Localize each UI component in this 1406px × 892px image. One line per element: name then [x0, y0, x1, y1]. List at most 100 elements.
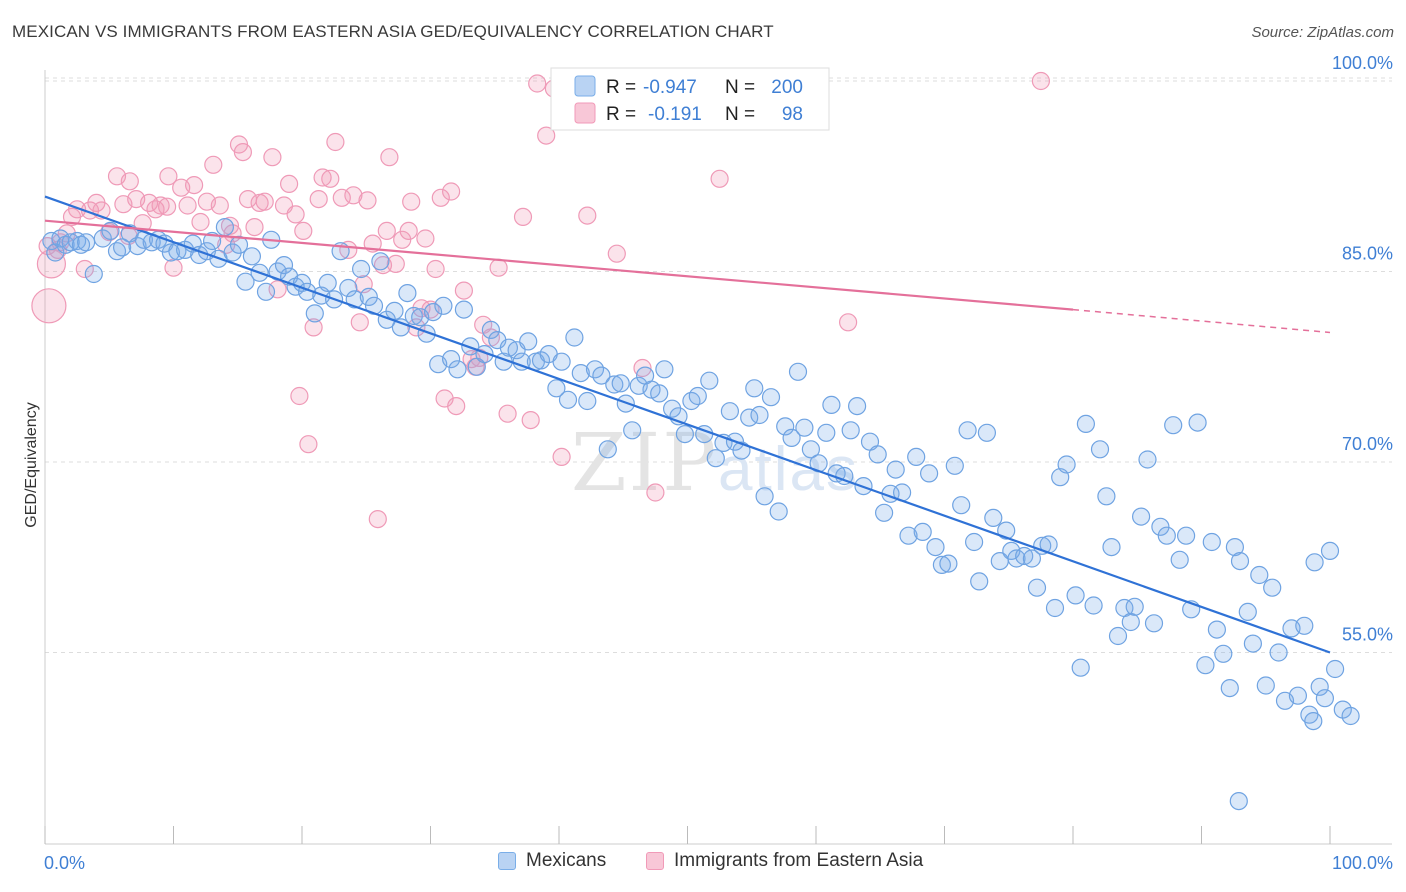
watermark: ZIPatlas	[571, 416, 859, 509]
mexicans-point	[939, 554, 958, 573]
trend-lines	[44, 195, 1331, 654]
mexicans-point	[1102, 537, 1121, 557]
mexicans-point	[519, 332, 538, 351]
eastern-asia-point	[416, 229, 435, 248]
eastern-asia-point	[268, 280, 287, 299]
eastern-asia-point	[294, 221, 313, 240]
eastern-asia-point	[646, 483, 665, 502]
mexicans-point	[1229, 791, 1248, 811]
mexicans-point	[745, 379, 764, 398]
eastern-asia-point	[151, 196, 170, 215]
mexicans-point	[565, 328, 584, 347]
mexicans-point	[1164, 416, 1183, 435]
mexicans-point	[398, 284, 417, 303]
y-tick-labels: 55.0% 70.0% 85.0% 100.0%	[1332, 53, 1393, 645]
eastern-asia-point	[607, 244, 626, 263]
eastern-asia-point	[280, 174, 299, 193]
mexicans-point	[1033, 536, 1052, 555]
eastern-asia-point	[304, 318, 323, 337]
eastern-asia-point	[233, 143, 252, 162]
mexicans-point	[385, 301, 404, 320]
mexicans-point	[841, 421, 860, 440]
mexicans-point	[1310, 677, 1329, 696]
eastern-asia-point	[344, 186, 363, 205]
eastern-asia-point	[321, 169, 340, 188]
watermark-zip: ZIP	[571, 416, 718, 509]
mexicans-point	[558, 390, 578, 409]
legend-item-eastern-asia: Immigrants from Eastern Asia	[646, 850, 923, 872]
mexicans-point	[371, 252, 390, 271]
eastern-asia-point	[245, 218, 264, 237]
eastern-asia-point	[191, 212, 210, 232]
mexicans-point	[817, 423, 836, 442]
mexicans-point	[1084, 596, 1103, 615]
mexicans-point	[964, 532, 984, 552]
legend-label-eastern-asia: Immigrants from Eastern Asia	[674, 850, 924, 871]
y-axis-label: GED/Equivalency	[23, 402, 40, 527]
mexicans-point	[822, 395, 841, 414]
eastern-asia-point	[447, 397, 466, 416]
eastern-asia-point	[158, 197, 177, 216]
eastern-asia-point	[537, 126, 556, 145]
mexicans-point	[112, 238, 132, 257]
mexicans-point	[404, 306, 423, 326]
mexicans-point	[1027, 578, 1047, 597]
mexicans-point	[1076, 414, 1096, 433]
mexicans-point	[46, 243, 65, 262]
mexicans-point	[215, 218, 234, 237]
chart-title: MEXICAN VS IMMIGRANTS FROM EASTERN ASIA …	[12, 22, 774, 41]
x-tick-label-end: 100.0%	[1332, 853, 1393, 873]
mexicans-point	[907, 447, 926, 466]
mexicans-point	[203, 231, 222, 251]
mexicans-point	[706, 449, 725, 468]
mexicans-point	[688, 386, 707, 406]
eastern-asia-trend-extension	[1072, 308, 1331, 334]
eastern-asia-point	[578, 206, 597, 225]
eastern-asia-point	[31, 288, 67, 324]
eastern-asia-point	[399, 221, 418, 240]
mexicans-point	[352, 259, 371, 279]
mexicans-point	[1202, 532, 1221, 552]
mexicans-point	[662, 399, 682, 418]
mexicans-point	[256, 282, 276, 301]
mexicans-point	[1305, 553, 1324, 572]
eastern-asia-point	[204, 155, 223, 174]
mexicans-point	[1243, 634, 1263, 653]
mexicans-point	[481, 320, 500, 339]
legend-n-value-1: 200	[771, 77, 803, 98]
mexicans-point	[318, 273, 337, 292]
mexicans-point	[1151, 517, 1170, 536]
mexicans-point	[1207, 620, 1227, 639]
mexicans-point	[274, 256, 294, 275]
mexicans-point	[886, 460, 905, 479]
eastern-asia-point	[286, 205, 305, 224]
mexicans-point	[242, 247, 261, 266]
legend-n-label-2: N =	[725, 104, 755, 125]
eastern-asia-point	[313, 168, 332, 187]
mexicans-point	[71, 235, 91, 254]
watermark-atlas: atlas	[718, 435, 859, 504]
eastern-asia-point	[120, 172, 139, 191]
eastern-asia-point	[75, 259, 94, 279]
eastern-asia-point	[393, 230, 412, 249]
mexicans-point	[1170, 550, 1189, 569]
eastern-asia-point	[210, 196, 229, 215]
mexicans-point	[655, 360, 674, 379]
eastern-asia-point	[1031, 71, 1051, 91]
legend-item-mexicans: Mexicans	[498, 850, 606, 872]
mexicans-point	[755, 487, 774, 506]
eastern-asia-point	[255, 192, 274, 211]
mexicans-point	[1188, 413, 1207, 432]
eastern-asia-point	[710, 169, 729, 188]
legend-swatch-pink	[574, 102, 596, 124]
mexicans-point	[236, 272, 255, 291]
source-label: Source: ZipAtlas.com	[1251, 24, 1394, 41]
x-tick-labels: 0.0% 100.0%	[44, 853, 1393, 873]
mexicans-point	[952, 496, 971, 515]
mexicans-point	[1071, 658, 1090, 677]
mexicans-point	[578, 391, 597, 411]
eastern-asia-point	[358, 191, 377, 210]
eastern-asia-point	[402, 192, 421, 211]
mexicans-point	[592, 366, 611, 385]
eastern-asia-point	[838, 313, 858, 332]
